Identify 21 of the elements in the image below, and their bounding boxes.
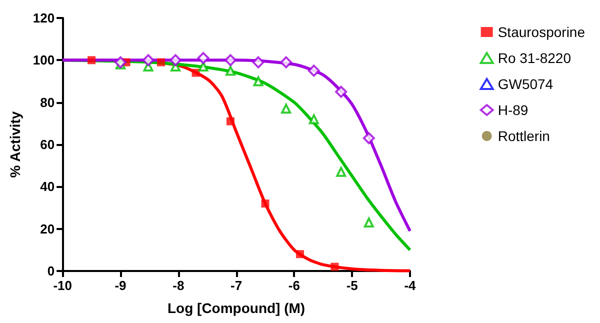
legend-label: GW5074 — [498, 76, 554, 92]
y-tick-label: 60 — [40, 137, 55, 152]
x-tick-label: -8 — [172, 278, 184, 293]
y-tick-label: 40 — [40, 179, 55, 194]
y-axis-title: % Activity — [7, 111, 23, 178]
x-axis-title: Log [Compound] (M) — [167, 300, 306, 316]
legend-label: H-89 — [498, 102, 528, 118]
legend-label: Staurosporine — [498, 24, 586, 40]
y-tick-label: 120 — [32, 10, 55, 26]
x-tick-label: -4 — [404, 278, 417, 293]
legend-label: Ro 31-8220 — [498, 50, 572, 66]
y-tick-label: 0 — [47, 264, 55, 278]
y-tick-label: 80 — [40, 94, 55, 110]
x-tick-label: -9 — [114, 278, 126, 293]
x-tick-label: -10 — [53, 278, 72, 293]
x-tick-label: -7 — [230, 278, 242, 293]
x-tick-label: -5 — [346, 278, 358, 293]
y-tick-label: 20 — [40, 221, 55, 236]
legend-label: Rottlerin — [498, 128, 550, 144]
x-tick-label: -6 — [288, 278, 300, 293]
y-tick-label: 100 — [32, 52, 55, 68]
